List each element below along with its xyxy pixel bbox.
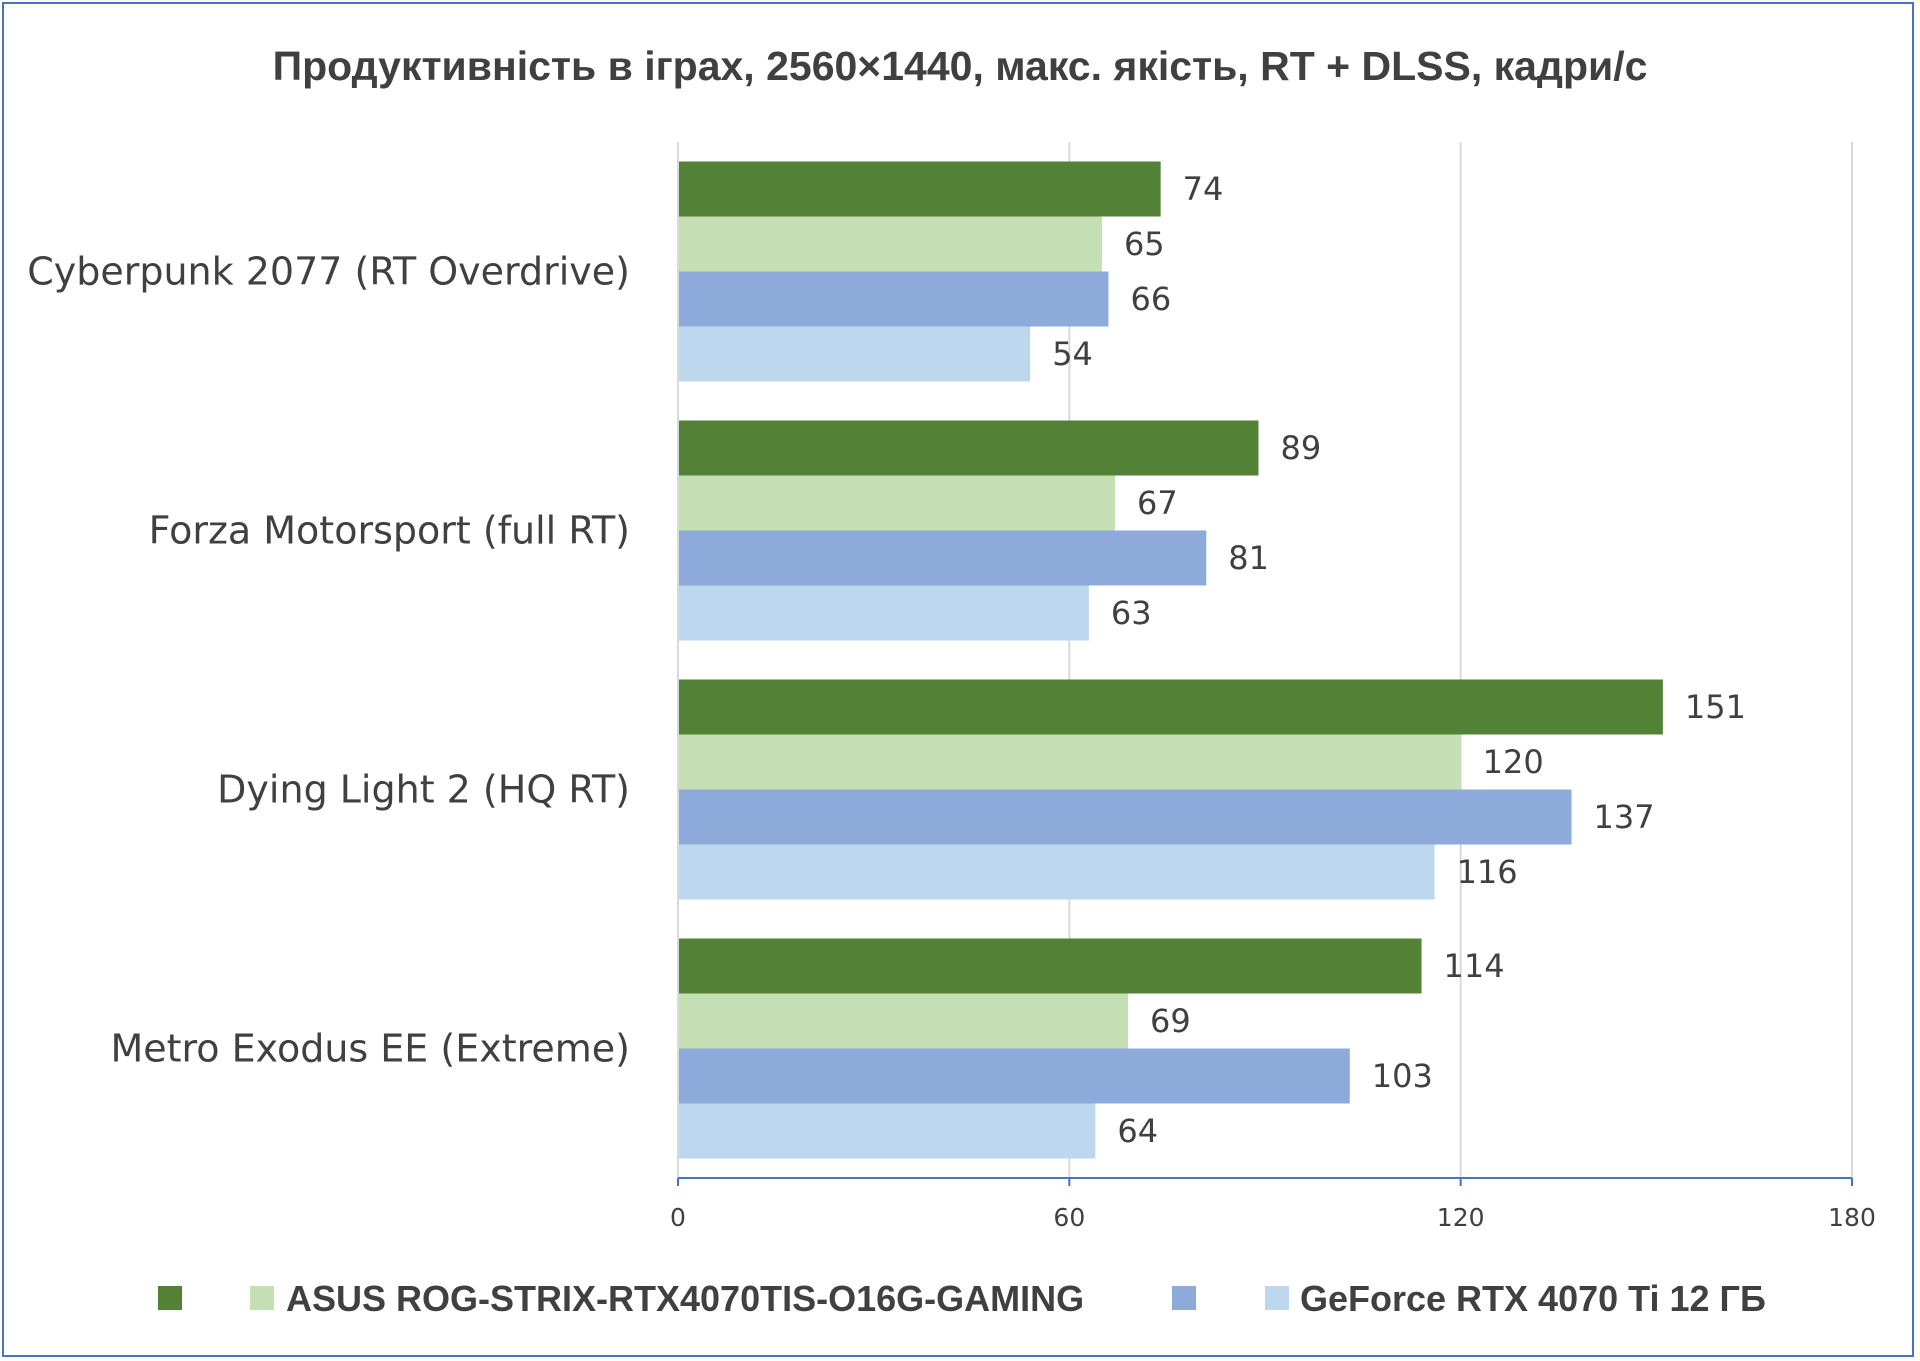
bar: [678, 679, 1663, 735]
bar: [678, 844, 1435, 900]
data-label: 81: [1228, 539, 1269, 577]
axes: [677, 142, 1853, 1186]
bars: [678, 161, 1663, 1159]
data-label: 63: [1111, 594, 1152, 632]
data-label: 116: [1457, 853, 1518, 891]
bar: [678, 475, 1115, 531]
bar: [678, 271, 1109, 327]
bar: [678, 1103, 1096, 1159]
bar: [678, 789, 1572, 845]
data-label: 69: [1150, 1002, 1191, 1040]
bar: [678, 161, 1161, 217]
bar: [678, 326, 1031, 382]
x-tick-label: 180: [1828, 1203, 1876, 1232]
data-label: 137: [1594, 798, 1655, 836]
x-tick-label: 0: [670, 1203, 686, 1232]
legend-swatch: [1172, 1286, 1196, 1310]
data-label: 151: [1685, 688, 1746, 726]
bar: [678, 420, 1259, 476]
category-label: Metro Exodus EE (Extreme): [110, 1027, 630, 1071]
data-label: 67: [1137, 484, 1178, 522]
data-label: 64: [1117, 1112, 1158, 1150]
bar: [678, 734, 1461, 790]
bar: [678, 1048, 1350, 1104]
legend-swatch: [1265, 1286, 1289, 1310]
data-label: 103: [1372, 1057, 1433, 1095]
category-label: Dying Light 2 (HQ RT): [217, 768, 630, 812]
x-tick-label: 120: [1437, 1203, 1485, 1232]
data-label: 89: [1280, 429, 1321, 467]
category-label: Forza Motorsport (full RT): [149, 509, 630, 553]
data-label: 120: [1483, 743, 1544, 781]
legend-label: ASUS ROG-STRIX-RTX4070TIS-O16G-GAMING: [286, 1278, 1084, 1319]
legend: ASUS ROG-STRIX-RTX4070TIS-O16G-GAMING GeF…: [158, 1278, 1766, 1319]
legend-swatch: [158, 1286, 182, 1310]
legend-label: GeForce RTX 4070 Ti 12 ГБ: [1300, 1278, 1766, 1319]
bar: [678, 938, 1422, 994]
bar: [678, 993, 1129, 1049]
chart-title: Продуктивність в іграх, 2560×1440, макс.…: [273, 43, 1648, 89]
data-label: 65: [1124, 225, 1165, 263]
bar: [678, 585, 1089, 641]
labels: Продуктивність в іграх, 2560×1440, макс.…: [27, 43, 1876, 1232]
data-label: 54: [1052, 335, 1093, 373]
legend-swatch: [250, 1286, 274, 1310]
category-label: Cyberpunk 2077 (RT Overdrive): [27, 250, 630, 294]
data-label: 74: [1183, 170, 1224, 208]
x-tick-label: 60: [1053, 1203, 1085, 1232]
data-label: 66: [1130, 280, 1171, 318]
bar: [678, 530, 1207, 586]
data-label: 114: [1444, 947, 1505, 985]
bar: [678, 216, 1102, 272]
